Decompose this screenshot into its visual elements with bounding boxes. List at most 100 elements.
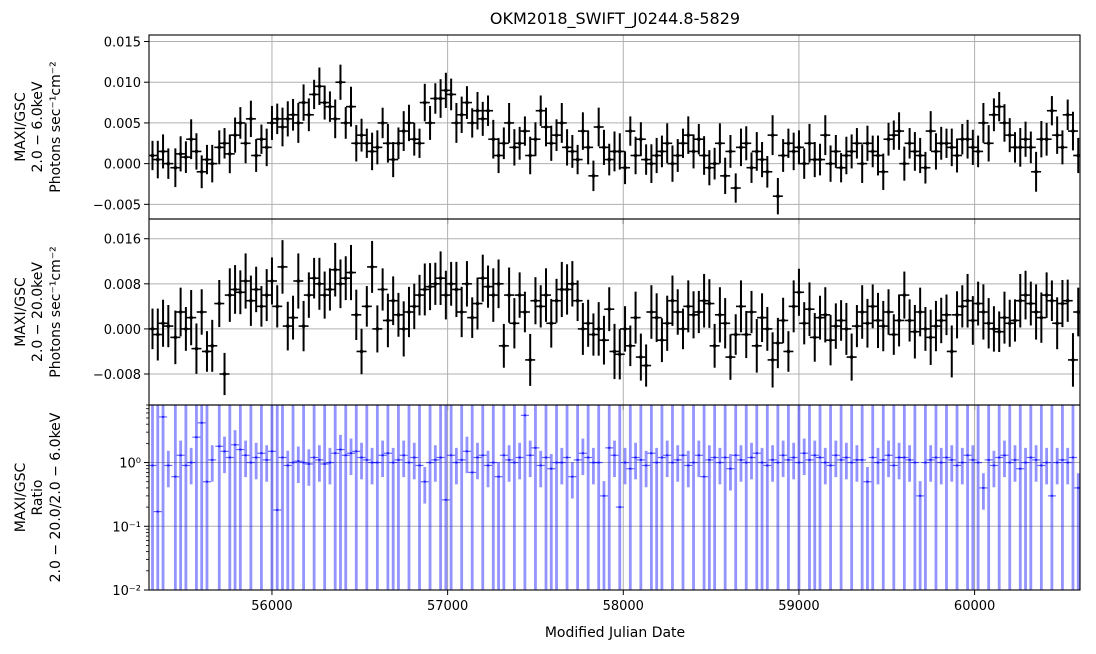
marker: [260, 452, 263, 455]
data-point: [667, 145, 678, 182]
marker: [438, 276, 443, 280]
marker: [502, 344, 506, 348]
data-point: [915, 287, 926, 337]
data-point: [241, 440, 250, 478]
marker: [161, 415, 165, 419]
marker: [243, 279, 248, 283]
marker: [259, 304, 264, 309]
marker: [438, 96, 443, 101]
marker: [739, 458, 743, 462]
data-point: [852, 445, 861, 482]
marker: [560, 121, 564, 125]
data-point: [588, 313, 599, 356]
marker: [338, 282, 343, 286]
marker: [939, 141, 944, 146]
data-point: [552, 405, 561, 590]
data-point: [699, 273, 710, 328]
y-axis-label-line: MAXI/GSC: [13, 277, 29, 347]
marker: [470, 121, 475, 125]
marker: [812, 335, 817, 340]
marker: [523, 414, 527, 417]
marker: [1034, 169, 1038, 174]
data-point: [720, 157, 731, 195]
data-point: [303, 98, 314, 132]
marker: [844, 327, 849, 331]
data-point: [784, 405, 793, 590]
marker: [380, 121, 385, 125]
data-point: [330, 99, 341, 139]
data-point: [531, 405, 540, 590]
marker: [349, 270, 353, 275]
data-point: [614, 329, 625, 380]
data-point: [936, 126, 947, 160]
data-point: [779, 440, 788, 478]
marker: [1029, 456, 1033, 459]
data-point: [651, 137, 662, 174]
data-point: [788, 280, 799, 333]
marker: [238, 290, 243, 295]
data-point: [567, 261, 578, 307]
data-point: [851, 128, 862, 159]
data-point: [1015, 128, 1026, 167]
marker: [275, 304, 280, 309]
marker: [518, 456, 521, 459]
y-tick-label: 0.015: [104, 36, 141, 51]
marker: [823, 313, 828, 317]
data-point: [536, 450, 545, 488]
data-point: [983, 298, 994, 349]
marker: [312, 456, 316, 459]
marker: [602, 338, 606, 342]
marker: [465, 100, 469, 105]
marker: [166, 161, 171, 166]
data-point: [688, 134, 699, 169]
data-point: [382, 123, 393, 163]
data-point: [372, 130, 383, 165]
marker: [205, 480, 209, 483]
data-point: [789, 442, 798, 480]
data-point: [192, 405, 201, 590]
x-tick-label: 59000: [778, 599, 819, 614]
marker: [1055, 133, 1059, 137]
marker: [375, 327, 380, 331]
panel-1: −0.005 0.000 0.005 0.010 0.015 MAXI/GSC 2.0 − …: [13, 34, 1081, 224]
marker: [660, 456, 664, 459]
data-point: [440, 270, 451, 320]
marker: [460, 458, 463, 462]
marker: [965, 298, 970, 303]
data-point: [626, 405, 635, 590]
marker: [739, 304, 743, 309]
data-point: [884, 440, 893, 478]
marker: [839, 318, 843, 323]
data-point: [825, 145, 836, 182]
marker: [222, 372, 227, 376]
data-point: [684, 450, 693, 488]
data-point: [483, 265, 494, 308]
marker: [823, 133, 828, 137]
marker: [765, 327, 770, 331]
marker: [770, 133, 775, 137]
data-series: [149, 405, 1080, 590]
marker: [802, 321, 807, 326]
data-point: [937, 447, 946, 485]
marker: [167, 464, 170, 467]
data-point: [905, 445, 914, 482]
data-point: [1005, 405, 1014, 590]
data-point: [983, 125, 994, 162]
marker: [1061, 458, 1064, 462]
data-point: [191, 133, 202, 170]
marker: [602, 494, 606, 498]
marker: [623, 461, 627, 464]
data-point: [895, 442, 904, 480]
data-point: [989, 450, 998, 488]
data-point: [957, 285, 968, 328]
data-point: [1062, 99, 1073, 131]
marker: [560, 461, 564, 464]
marker: [955, 313, 959, 317]
data-point: [894, 294, 905, 347]
marker: [333, 117, 338, 121]
data-point: [1062, 279, 1073, 322]
data-point: [857, 144, 868, 183]
marker: [397, 458, 400, 462]
marker: [280, 125, 285, 129]
data-point: [630, 291, 641, 344]
